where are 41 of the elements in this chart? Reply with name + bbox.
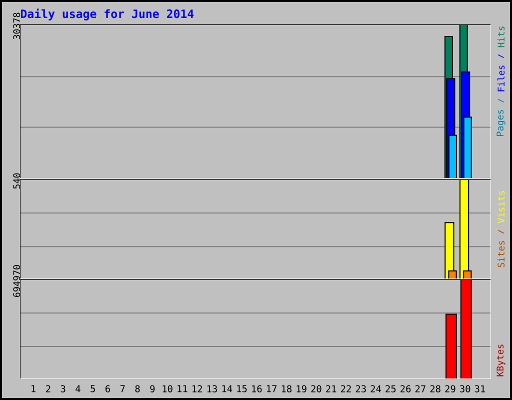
- x-tick-label: 28: [430, 385, 440, 392]
- x-tick-label: 8: [135, 385, 140, 392]
- text: Pages: [496, 110, 506, 136]
- x-tick-label: 10: [162, 385, 172, 392]
- x-tick-label: 3: [60, 385, 66, 392]
- x-tick-label: 17: [266, 385, 277, 392]
- x-tick-label: 30: [460, 385, 470, 392]
- x-tick-label: 12: [192, 385, 202, 392]
- x-tick-label: 24: [370, 385, 382, 392]
- x-tick-label: 16: [252, 385, 262, 392]
- x-tick-label: 25: [386, 385, 396, 392]
- chart-title: Daily usage for June 2014: [20, 8, 194, 20]
- x-tick-label: 20: [311, 385, 322, 392]
- x-tick-label: 23: [356, 385, 366, 392]
- x-tick-label: 22: [340, 385, 351, 392]
- text: Sites: [497, 241, 505, 268]
- y-tick-label: 694970: [13, 265, 20, 297]
- x-tick-label: 13: [207, 385, 217, 392]
- x-tick-label: 2: [46, 385, 50, 392]
- x-tick-label: 11: [178, 385, 188, 392]
- x-tick-label: 9: [150, 385, 155, 392]
- x-tick-label: 15: [237, 385, 247, 392]
- x-tick-label: 29: [445, 385, 456, 392]
- legend-label: Files: [497, 66, 505, 92]
- text: KBytes: [496, 344, 506, 376]
- x-tick-label: 1: [32, 385, 36, 392]
- text: Hits: [497, 26, 505, 48]
- x-tick-label: 27: [415, 385, 426, 392]
- x-tick-label: 21: [326, 385, 336, 392]
- y-tick-label: 30378: [13, 12, 20, 40]
- x-tick-label: 5: [90, 385, 95, 392]
- text: Visits: [497, 191, 505, 224]
- x-tick-label: 7: [120, 385, 125, 392]
- x-tick-label: 26: [400, 385, 411, 392]
- x-tick-label: 18: [282, 385, 292, 392]
- x-tick-label: 4: [76, 385, 80, 392]
- x-tick-label: 6: [106, 385, 110, 392]
- x-tick-label: 14: [222, 385, 232, 392]
- x-tick-label: 19: [296, 385, 306, 392]
- x-tick-label: 31: [474, 385, 486, 392]
- y-tick-label: 540: [13, 173, 20, 189]
